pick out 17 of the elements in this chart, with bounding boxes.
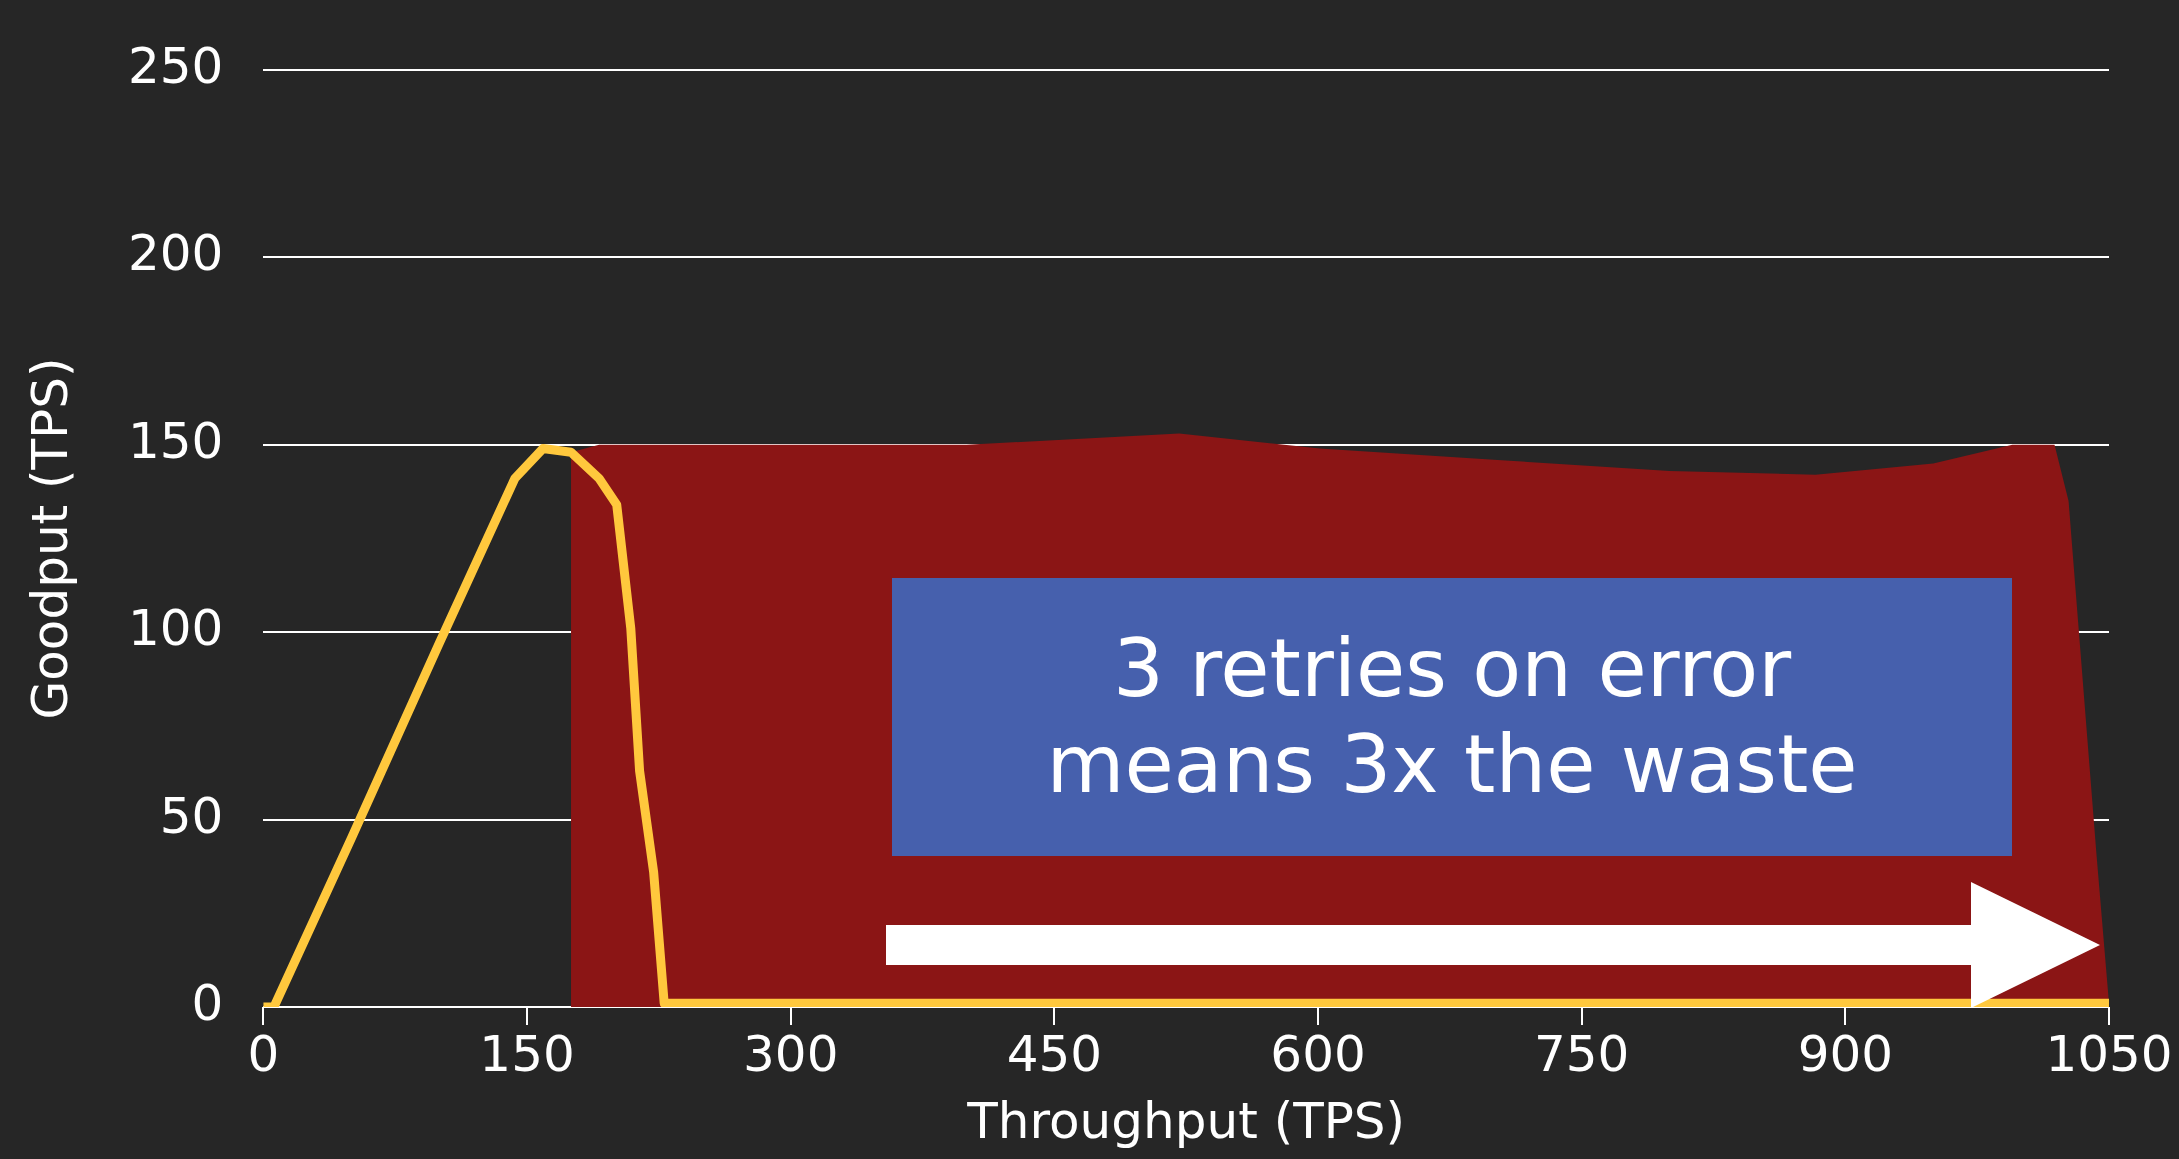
y-tick-label: 250 (128, 36, 224, 95)
x-tick-label: 1050 (2045, 1024, 2173, 1083)
y-axis-title: Goodput (TPS) (20, 357, 79, 720)
x-tick-label: 750 (1533, 1024, 1630, 1083)
y-tick-label: 200 (128, 224, 224, 283)
x-tick-label: 600 (1270, 1024, 1366, 1083)
y-tick-label: 0 (191, 973, 224, 1032)
callout-box: 3 retries on error means 3x the waste (892, 578, 2012, 856)
x-tick-label: 150 (479, 1024, 575, 1083)
x-tick-label: 900 (1797, 1024, 1894, 1083)
x-axis-title: Throughput (TPS) (966, 1091, 1406, 1150)
x-tick-label: 450 (1006, 1024, 1103, 1083)
y-tick-label: 150 (128, 411, 224, 470)
y-tick-label: 100 (128, 599, 224, 658)
x-tick-label: 0 (247, 1024, 280, 1083)
x-tick-label: 300 (743, 1024, 839, 1083)
y-tick-label: 50 (159, 786, 224, 845)
